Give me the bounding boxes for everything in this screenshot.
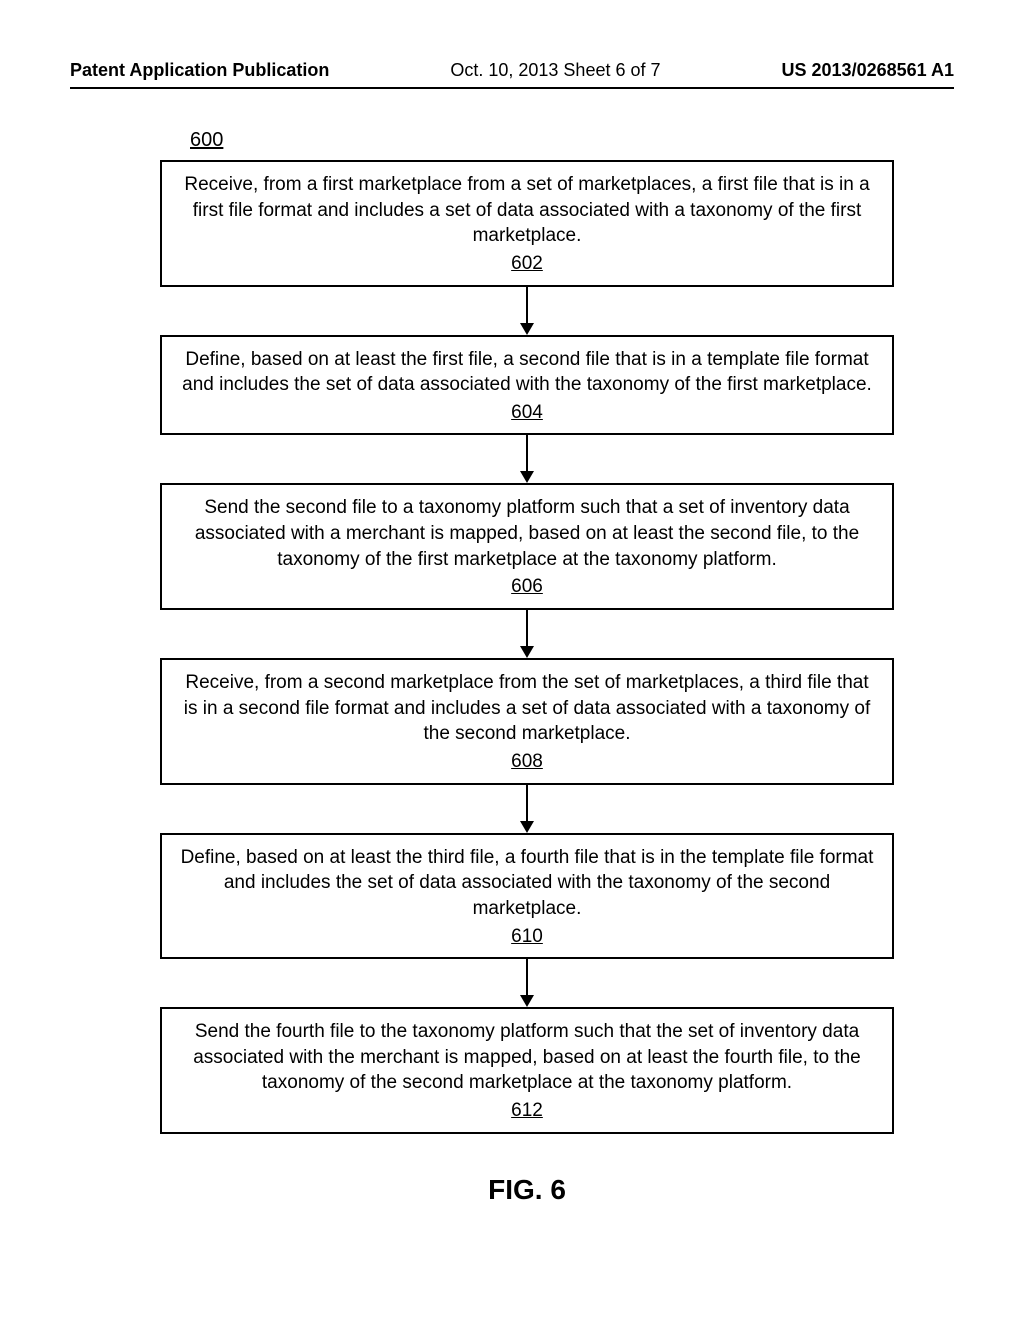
flow-step-num: 602	[511, 251, 543, 277]
page: Patent Application Publication Oct. 10, …	[0, 0, 1024, 1320]
figure-caption: FIG. 6	[160, 1174, 894, 1206]
flow-step-608: Receive, from a second marketplace from …	[160, 658, 894, 785]
flow-step-602: Receive, from a first marketplace from a…	[160, 160, 894, 287]
flow-step-text: Send the second file to a taxonomy platf…	[180, 495, 874, 572]
figure-ref: 600	[190, 129, 894, 152]
flow-step-text: Receive, from a first marketplace from a…	[180, 172, 874, 249]
page-header: Patent Application Publication Oct. 10, …	[70, 60, 954, 89]
flow-step-text: Receive, from a second marketplace from …	[180, 670, 874, 747]
flow-step-num: 610	[511, 924, 543, 950]
header-date-sheet: Oct. 10, 2013 Sheet 6 of 7	[450, 60, 660, 81]
flow-step-610: Define, based on at least the third file…	[160, 833, 894, 960]
flow-step-num: 604	[511, 400, 543, 426]
flow-step-num: 608	[511, 749, 543, 775]
arrow-icon	[520, 435, 534, 483]
flow-step-num: 612	[511, 1098, 543, 1124]
flow-step-num: 606	[511, 574, 543, 600]
header-publication: Patent Application Publication	[70, 60, 329, 81]
arrow-icon	[520, 287, 534, 335]
flow-step-text: Send the fourth file to the taxonomy pla…	[180, 1019, 874, 1096]
figure-content: 600 Receive, from a first marketplace fr…	[160, 129, 894, 1206]
flow-step-604: Define, based on at least the first file…	[160, 335, 894, 436]
arrow-icon	[520, 610, 534, 658]
arrow-icon	[520, 785, 534, 833]
arrow-icon	[520, 959, 534, 1007]
flowchart: Receive, from a first marketplace from a…	[160, 160, 894, 1134]
flow-step-text: Define, based on at least the first file…	[180, 347, 874, 398]
flow-step-612: Send the fourth file to the taxonomy pla…	[160, 1007, 894, 1134]
header-pubnumber: US 2013/0268561 A1	[782, 60, 954, 81]
flow-step-text: Define, based on at least the third file…	[180, 845, 874, 922]
flow-step-606: Send the second file to a taxonomy platf…	[160, 483, 894, 610]
